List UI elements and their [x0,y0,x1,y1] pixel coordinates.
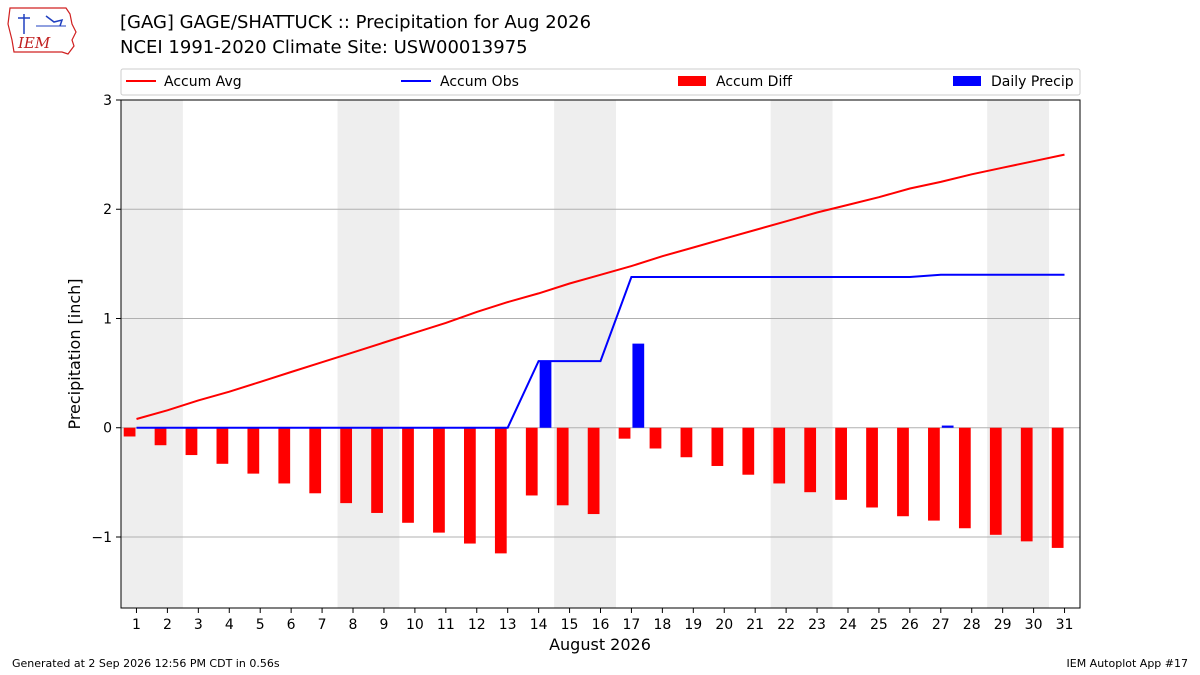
daily-precip-bar [632,343,645,428]
accum-diff-bar [958,427,971,529]
y-tick-label: 2 [103,202,112,218]
accum-avg-line [136,153,1065,420]
accum-diff-bar [649,427,662,449]
x-tick-label: 7 [318,617,327,633]
accum-diff-bar [309,427,322,494]
x-tick-label: 10 [406,617,424,633]
x-tick-label: 21 [746,617,764,633]
legend-label-accum-diff: Accum Diff [716,74,792,90]
x-tick-label: 23 [808,617,826,633]
chart-title: [GAG] GAGE/SHATTUCK :: Precipitation for… [120,12,592,33]
x-tick-label: 30 [1025,617,1043,633]
weekend-shading [121,100,1050,608]
accum-diff-bar [804,427,817,493]
accum-diff-bar [185,427,198,456]
accum-diff-bar [587,427,600,515]
weekend-shade-3 [770,100,833,608]
accum-diff-bar [525,427,538,496]
accum-diff-bar [340,427,353,504]
accum-diff-bar [494,427,507,554]
accum-diff-bar [1020,427,1033,542]
x-tick-label: 18 [653,617,671,633]
x-tick-label: 25 [870,617,888,633]
accum-diff-bar [835,427,847,500]
x-tick-label: 16 [592,617,610,633]
weekend-shade-2 [554,100,616,608]
x-tick-label: 11 [437,617,455,633]
accum-obs-line [136,273,1065,429]
accum-diff-bar [154,427,167,446]
legend: Accum Avg Accum Obs Accum Diff Daily Pre… [120,68,1081,96]
y-tick-label: 1 [103,311,112,327]
x-tick-label: 4 [225,617,234,633]
x-tick-label: 19 [684,617,702,633]
generated-timestamp: Generated at 2 Sep 2026 12:56 PM CDT in … [12,657,280,670]
daily-precip-bar [941,425,954,428]
accum-diff-bar [711,427,724,466]
x-tick-label: 20 [715,617,733,633]
x-tick-label: 12 [468,617,486,633]
x-tick-label: 28 [963,617,981,633]
x-tick-label: 3 [194,617,203,633]
accum-diff-bar [866,427,878,508]
accum-diff-bar [433,427,445,533]
accum-diff-bar [742,427,755,475]
x-tick-label: 27 [932,617,950,633]
accum-diff-bar [402,427,414,523]
x-tick-label: 17 [623,617,641,633]
bars [123,343,1064,554]
y-axis-label: Precipitation [inch] [65,278,84,429]
accum-diff-bar [989,427,1002,535]
x-tick-label: 13 [499,617,517,633]
lines [136,153,1065,429]
daily-precip-bar [539,361,552,428]
legend-label-daily-precip: Daily Precip [991,74,1074,90]
x-tick-label: 8 [349,617,358,633]
x-axis-label: August 2026 [549,635,651,654]
x-tick-label: 6 [287,617,296,633]
x-tick-label: 26 [901,617,919,633]
accum-diff-bar [1051,427,1064,548]
accum-diff-bar [247,427,260,474]
app-credit: IEM Autoplot App #17 [1066,657,1189,670]
x-tick-label: 14 [530,617,548,633]
weekend-shade-0 [121,100,183,608]
x-tick-label: 5 [256,617,265,633]
accum-diff-bar [371,427,383,513]
accum-diff-bar [928,427,940,521]
legend-label-accum-avg: Accum Avg [164,74,242,90]
logo-text: IEM [17,34,51,52]
accum-diff-bar [556,427,569,506]
accum-diff-bar [278,427,291,484]
x-tick-label: 2 [163,617,172,633]
accum-diff-bar [464,427,476,544]
y-tick-label: −1 [91,530,112,546]
iem-logo: IEM [7,7,77,55]
legend-swatch-daily-precip [953,76,981,86]
y-tick-label: 3 [103,93,112,109]
accum-diff-bar [680,427,693,458]
x-tick-label: 15 [561,617,579,633]
x-tick-label: 1 [132,617,141,633]
legend-label-accum-obs: Accum Obs [440,74,519,90]
x-tick-label: 29 [994,617,1012,633]
x-axis-ticks: 1 2 3 4 5 6 7 8 9 10 11 12 13 14 15 16 17 18 19 20 21 22 23 24 2… [132,608,1073,633]
accum-diff-bar [773,427,786,484]
y-axis-ticks: −1 0 1 2 3 [91,93,121,546]
accum-diff-bar [618,427,631,439]
accum-diff-bar [216,427,229,464]
legend-frame [120,68,1081,96]
x-tick-label: 24 [839,617,857,633]
x-tick-label: 31 [1056,617,1074,633]
accum-diff-bar [123,427,136,437]
y-tick-label: 0 [103,421,112,437]
accum-diff-bar [897,427,909,517]
x-tick-label: 9 [379,617,388,633]
chart-subtitle: NCEI 1991-2020 Climate Site: USW00013975 [120,37,528,58]
x-tick-label: 22 [777,617,795,633]
legend-swatch-accum-diff [678,76,706,86]
